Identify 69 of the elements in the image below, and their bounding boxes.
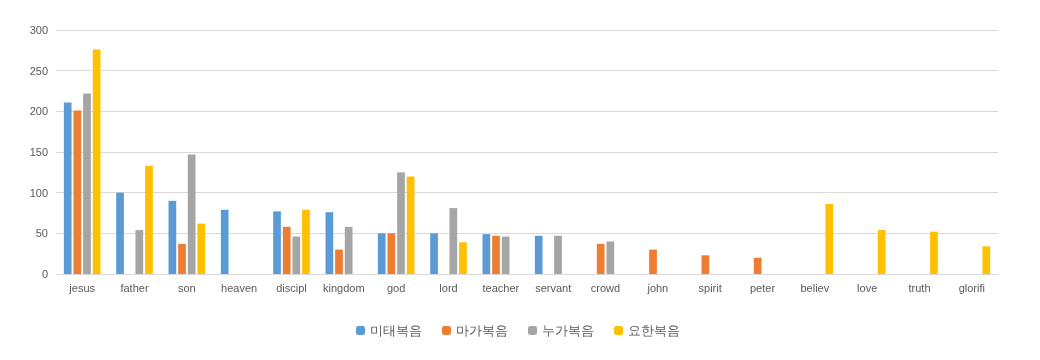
bar [292,236,301,274]
y-tick-label: 100 [29,186,48,199]
legend-label: 요한복음 [628,323,680,338]
bar [596,243,605,274]
x-tick-label: spirit [698,281,722,294]
bar [178,243,186,274]
x-tick-label: crowd [590,281,621,294]
legend-label: 누가복음 [542,323,594,338]
bar [753,257,762,274]
x-tick-label: kingdom [323,281,365,294]
x-tick-label: son [177,281,196,294]
legend-label: 마가복음 [456,323,508,338]
x-tick-label: teacher [482,281,520,294]
bar [554,235,562,274]
bar [377,233,386,274]
bar [145,165,153,274]
bar [220,209,229,274]
bar [325,212,334,274]
bar [482,234,491,274]
bar [406,176,415,274]
bar [168,200,177,274]
bar [606,241,615,274]
bar [92,49,101,274]
y-tick-label: 200 [29,105,48,118]
bar [63,102,72,274]
legend-label: 미태복음 [370,323,422,338]
bar [187,154,196,274]
bar [197,223,206,274]
bar [930,231,938,274]
bar [397,172,405,274]
bar [534,235,543,274]
bar [459,242,467,274]
bar [387,233,396,274]
x-tick-label: truth [908,281,931,294]
bar [335,249,343,274]
x-tick-label: father [120,281,149,294]
bar [825,204,834,274]
x-tick-label: heaven [221,281,258,294]
y-tick-label: 50 [35,227,48,240]
bar [649,249,657,274]
bar [302,209,310,274]
x-tick-label: glorifi [958,281,985,294]
x-tick-label: jesus [68,281,96,294]
y-tick-label: 300 [29,24,48,36]
x-tick-label: lord [439,281,458,294]
bar [344,226,353,274]
bar [982,246,991,274]
y-tick-label: 150 [29,146,48,158]
bar [430,233,438,274]
y-tick-label: 250 [29,64,48,77]
x-tick-label: john [646,281,669,294]
bar [492,235,500,274]
x-tick-label: love [857,281,878,294]
bar [877,230,886,274]
bar [116,192,124,274]
x-tick-label: peter [749,281,776,294]
bar [449,208,458,274]
bar [501,236,510,274]
bar [282,226,291,274]
x-tick-label: believ [800,281,830,294]
bar [701,255,710,274]
bar [73,110,82,274]
bar [273,211,281,274]
bar [135,230,144,274]
x-tick-label: god [386,281,406,294]
y-tick-label: 0 [41,268,48,280]
bar [83,93,91,274]
x-tick-label: servant [535,281,572,294]
x-tick-label: discipl [276,281,307,294]
